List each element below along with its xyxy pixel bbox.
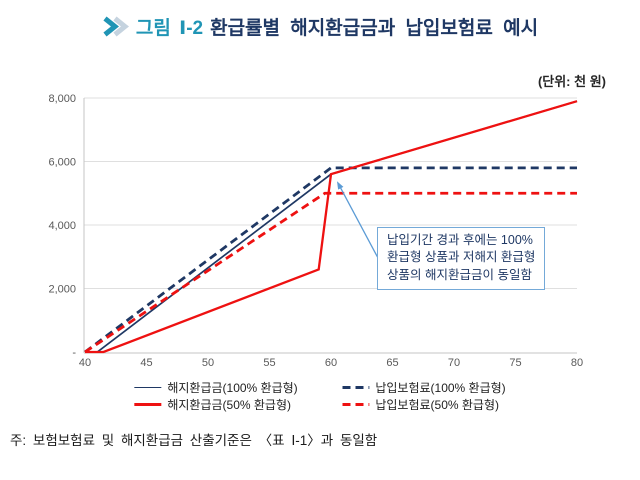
series-line [85,100,578,354]
legend-item: 해지환급금(50% 환급형) [134,396,342,413]
x-tick-label: 80 [571,357,583,369]
legend-line-sample-solid-red [134,403,162,406]
annotation-arrowhead-icon [337,181,344,190]
annotation-callout: 납입기간 경과 후에는 100% 환급형 상품과 저해지 환급형 상품의 해지환… [377,227,546,290]
legend-label: 납입보험료(50% 환급형) [375,398,499,412]
double-chevron-icon [103,16,129,37]
series-line [84,166,577,354]
x-tick-label: 40 [79,357,91,369]
x-tick-label: 75 [509,357,521,369]
y-tick-label: 6,000 [48,157,76,169]
legend-item: 납입보험료(50% 환급형) [342,396,505,413]
chart-legend: 해지환급금(100% 환급형) 납입보험료(100% 환급형) 해지환급금(50… [134,379,506,413]
figure-note: 주: 보험보험료 및 해지환급금 산출기준은 〈표 Ⅰ-1〉과 동일함 [10,433,378,448]
x-tick-label: 70 [448,357,460,369]
annotation-arrow-line [338,185,379,259]
y-tick-label: 8,000 [48,93,76,105]
legend-row: 해지환급금(100% 환급형) 납입보험료(100% 환급형) [134,379,506,396]
x-tick-label: 45 [140,357,152,369]
annotation-line: 상품의 해지환급금이 동일함 [387,267,532,282]
x-tick-label: 60 [325,357,337,369]
annotation-line: 환급형 상품과 저해지 환급형 [387,250,536,265]
y-tick-label: 2,000 [48,284,76,296]
legend-label: 납입보험료(100% 환급형) [375,381,506,395]
y-tick-label: - [72,347,76,359]
annotation-line: 납입기간 경과 후에는 100% [387,233,533,247]
x-tick-label: 65 [386,357,398,369]
x-tick-label: 50 [202,357,214,369]
figure-header: 그림 Ⅰ-2 환급률별 해지환급금과 납입보험료 예시 [0,13,640,40]
legend-item: 납입보험료(100% 환급형) [342,379,506,396]
legend-row: 해지환급금(50% 환급형) 납입보험료(50% 환급형) [134,396,505,413]
figure-number-label: 그림 Ⅰ-2 [135,18,204,39]
x-tick-label: 55 [263,357,275,369]
y-tick-label: 4,000 [48,220,76,232]
legend-line-sample-dashed-navy [342,386,370,389]
unit-label: (단위: 천 원) [537,74,606,89]
figure-title: 환급률별 해지환급금과 납입보험료 예시 [210,18,539,39]
legend-line-sample-dashed-red [342,403,370,406]
legend-label: 해지환급금(50% 환급형) [167,398,291,412]
series-line [84,191,577,354]
legend-label: 해지환급금(100% 환급형) [167,381,298,395]
legend-item: 해지환급금(100% 환급형) [134,379,342,396]
legend-line-sample-solid-navy [134,386,162,389]
